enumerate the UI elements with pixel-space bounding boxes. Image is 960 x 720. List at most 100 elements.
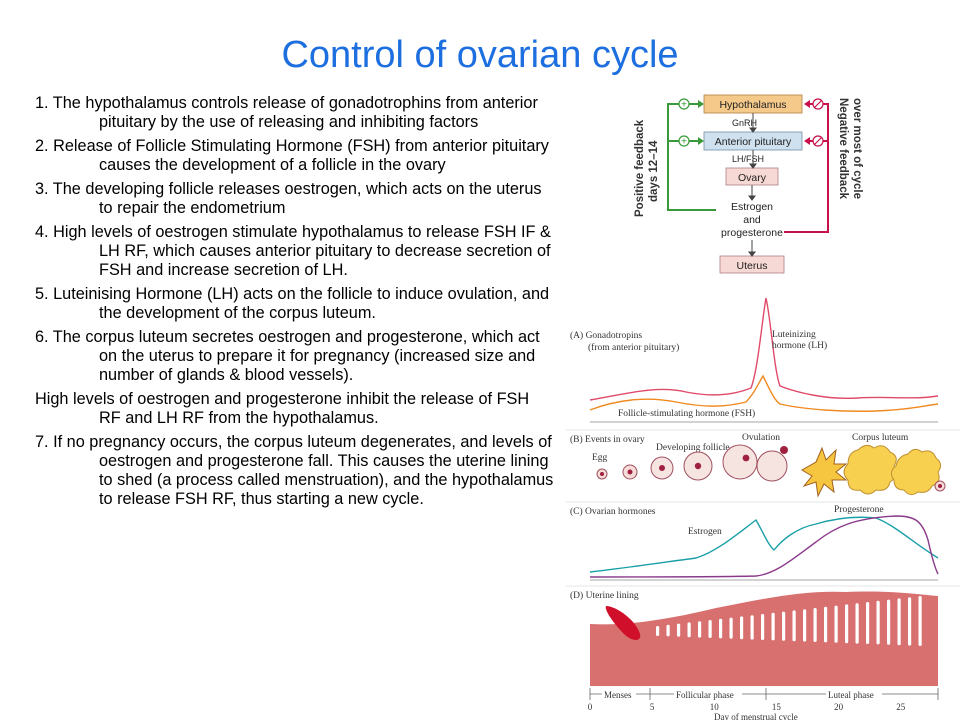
corpus-luteum-1 <box>843 444 897 495</box>
negative-feedback-cycle: over most of cycle <box>851 98 863 199</box>
ovulation-label: Ovulation <box>742 433 780 443</box>
fsh-label: Follicle-stimulating hormone (FSH) <box>618 408 755 419</box>
uterine-gland <box>677 623 681 637</box>
progesterone-curve-label: Progesterone <box>834 505 884 515</box>
feedback-diagram: Hypothalamus GnRH Anterior pituitary LH/… <box>634 94 863 274</box>
plus-icon-2: + <box>678 135 690 148</box>
uterine-gland <box>761 614 765 640</box>
panel-a-label: (A) Gonadotropins <box>570 330 642 341</box>
menstrual-cycle-figure: (A) Gonadotropins (from anterior pituita… <box>566 297 960 720</box>
panel-d-label: (D) Uterine lining <box>570 590 639 601</box>
uterine-gland <box>866 602 870 644</box>
uterine-glands <box>656 596 922 646</box>
x-tick-label: 10 <box>710 702 720 712</box>
panel-a-sublabel: (from anterior pituitary) <box>588 342 679 353</box>
point-6: 6. The corpus luteum secretes oestrogen … <box>35 328 540 384</box>
uterine-gland <box>887 599 891 645</box>
uterine-gland <box>719 618 723 639</box>
uterine-gland <box>750 615 754 640</box>
ovary-events <box>596 444 946 498</box>
uterine-gland <box>792 610 796 642</box>
uterine-gland <box>698 621 702 638</box>
lh-label: Luteinizing <box>772 330 816 340</box>
lh-label-2: hormone (LH) <box>772 340 827 351</box>
uterine-gland <box>845 604 849 644</box>
point-7: 7. If no pregnancy occurs, the corpus lu… <box>35 433 554 508</box>
uterine-gland <box>876 600 880 645</box>
x-tick-label: 20 <box>834 702 844 712</box>
uterine-gland <box>708 620 712 638</box>
progesterone-curve <box>589 515 939 578</box>
negative-feedback-path <box>784 103 829 233</box>
svg-text:+: + <box>681 137 687 148</box>
x-tick-label: 5 <box>650 702 655 712</box>
lhfsh-label: LH/FSH <box>732 154 764 164</box>
lh-curve <box>589 297 939 401</box>
uterine-gland <box>824 606 828 643</box>
shed-lining <box>605 606 641 640</box>
early-corpus-luteum <box>801 446 848 498</box>
uterine-gland <box>656 626 660 636</box>
minus-icon-1 <box>812 98 824 110</box>
follicular-phase-label: Follicular phase <box>676 690 734 700</box>
uterine-gland <box>803 609 807 642</box>
ovulating-follicle <box>756 450 788 482</box>
egg-follicle-5 <box>722 444 758 480</box>
hypothalamus-label: Hypothalamus <box>719 99 786 111</box>
uterine-gland <box>855 603 859 644</box>
body-text: 1. The hypothalamus controls release of … <box>35 94 555 514</box>
uterine-gland <box>740 616 744 640</box>
plus-icon-1: + <box>678 98 690 111</box>
uterine-gland <box>834 605 838 643</box>
positive-feedback-path <box>667 103 716 211</box>
uterine-gland <box>782 611 786 641</box>
uterine-gland <box>908 597 912 646</box>
point-inhibition: High levels of oestrogen and progesteron… <box>35 390 530 427</box>
uterine-gland <box>918 596 922 646</box>
negative-arrowhead-1 <box>804 100 810 108</box>
and-label: and <box>743 214 761 226</box>
uterine-gland <box>813 608 817 642</box>
estrogen-label: Estrogen <box>731 201 773 213</box>
x-axis-label: Day of menstrual cycle <box>714 712 798 720</box>
corpus-luteum-2 <box>890 448 942 496</box>
point-3: 3. The developing follicle releases oest… <box>35 180 542 217</box>
fsh-curve <box>589 374 939 412</box>
minus-icon-2 <box>812 135 824 147</box>
estrogen-curve <box>589 516 939 573</box>
x-axis-ticks: 0 5 10 15 20 25 <box>588 702 906 712</box>
corpus-luteum-label: Corpus luteum <box>852 433 909 443</box>
uterine-gland <box>771 612 775 641</box>
point-4: 4. High levels of oestrogen stimulate hy… <box>35 223 551 279</box>
released-egg <box>780 446 788 454</box>
slide-title: Control of ovarian cycle <box>281 34 679 76</box>
positive-feedback-label: Positive feedback <box>634 119 646 217</box>
progesterone-label: progesterone <box>721 227 783 239</box>
positive-arrowhead-1 <box>698 100 704 108</box>
flow-arrows <box>748 113 757 257</box>
negative-arrowhead-2 <box>804 137 810 145</box>
estrogen-curve-label: Estrogen <box>688 527 722 537</box>
egg-label: Egg <box>592 453 608 463</box>
x-tick-label: 15 <box>772 702 782 712</box>
x-tick-label: 0 <box>588 702 593 712</box>
ovary-label: Ovary <box>738 172 767 184</box>
positive-arrowhead-2 <box>698 137 704 145</box>
uterine-gland <box>687 622 691 638</box>
point-2: 2. Release of Follicle Stimulating Hormo… <box>35 137 549 174</box>
x-tick-label: 25 <box>896 702 906 712</box>
anterior-pituitary-label: Anterior pituitary <box>715 136 792 148</box>
uterine-gland <box>666 624 670 637</box>
luteal-phase-label: Luteal phase <box>828 690 874 700</box>
uterus-label: Uterus <box>737 260 768 272</box>
panel-b-label: (B) Events in ovary <box>570 434 645 445</box>
developing-follicle-label: Developing follicle <box>656 442 730 453</box>
negative-feedback-label: Negative feedback <box>837 98 849 200</box>
positive-feedback-days: days 12–14 <box>648 140 660 202</box>
menses-label: Menses <box>604 690 632 700</box>
point-5: 5. Luteinising Hormone (LH) acts on the … <box>35 285 550 322</box>
point-1: 1. The hypothalamus controls release of … <box>35 94 538 131</box>
svg-text:+: + <box>681 100 687 111</box>
uterine-gland <box>729 617 733 639</box>
gnrh-label: GnRH <box>732 118 757 128</box>
